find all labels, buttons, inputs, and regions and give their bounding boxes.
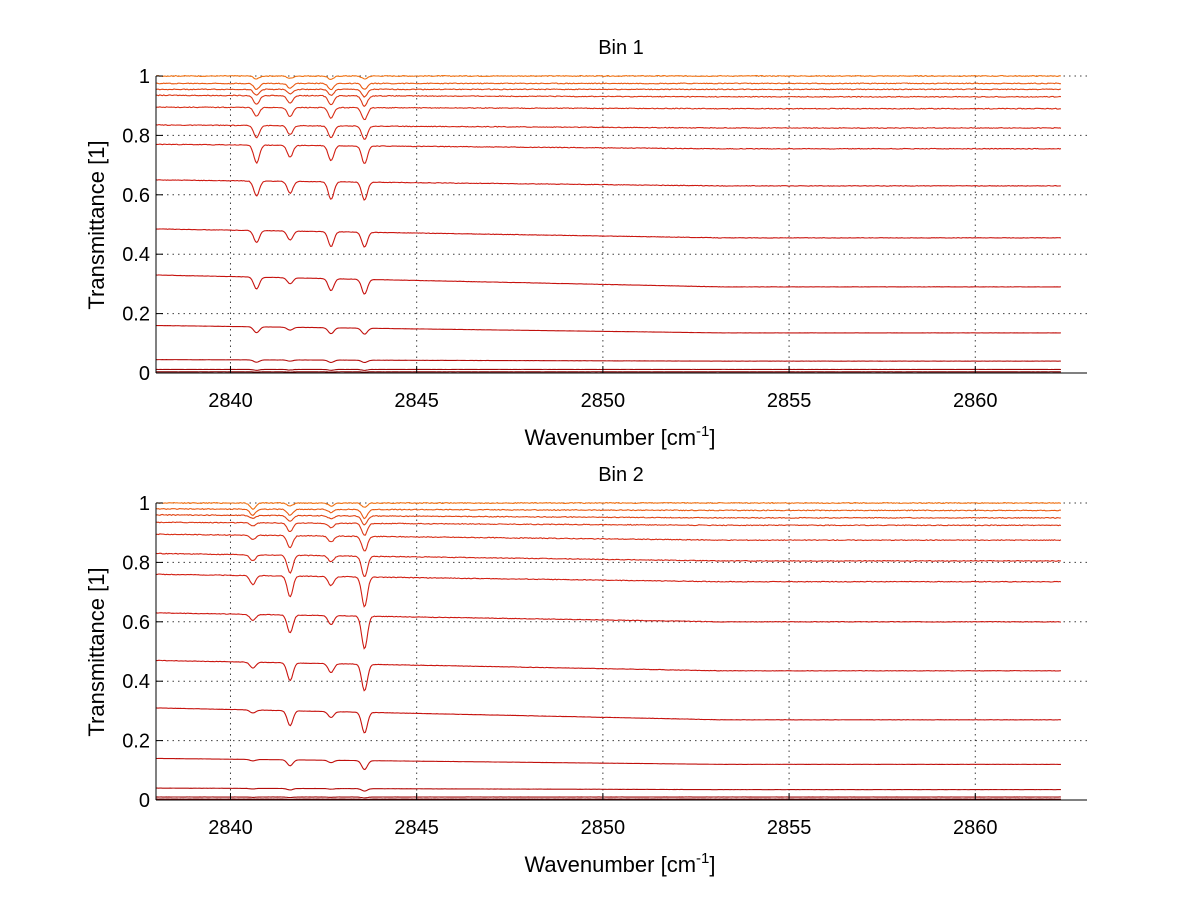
- x-tick-label: 2840: [208, 817, 253, 839]
- y-tick-label: 0.8: [122, 125, 150, 147]
- y-tick-label: 0: [139, 363, 150, 385]
- y-tick-label: 0: [139, 790, 150, 812]
- series-line-10: [155, 707, 1061, 734]
- x-tick-label: 2860: [953, 817, 998, 839]
- plot-area: 2840 2845 2850 2855 2860 0 0.2 0.4 0.6 0.8 1: [122, 66, 1087, 412]
- series-line-8: [155, 179, 1061, 201]
- panel-bin-2: Bin 2 2840 2845 2850 2855 2860 0 0.2 0.4 0.6 0.8 1…: [84, 464, 1087, 877]
- y-tick-label: 0.6: [122, 185, 150, 207]
- x-tick-label: 2845: [394, 390, 439, 412]
- y-tick-label: 1: [139, 66, 150, 88]
- series-group: [155, 501, 1062, 801]
- series-line-4: [155, 94, 1062, 108]
- x-tick-label: 2850: [581, 390, 626, 412]
- y-tick-label: 0.8: [122, 552, 150, 574]
- series-line-9: [155, 659, 1061, 692]
- series-line-13: [155, 796, 1061, 799]
- panel-title: Bin 2: [598, 464, 644, 486]
- y-axis-label: Transmittance [1]: [84, 140, 109, 309]
- series-line-13: [155, 368, 1061, 371]
- series-line-9: [155, 228, 1062, 248]
- panel-title: Bin 1: [598, 37, 644, 59]
- series-line-6: [155, 552, 1062, 578]
- series-line-3: [155, 513, 1061, 526]
- y-tick-label: 0.2: [122, 731, 150, 753]
- series-line-5: [155, 533, 1062, 552]
- series-line-8: [155, 612, 1061, 650]
- series-line-2: [155, 508, 1061, 520]
- series-line-7: [156, 143, 1062, 165]
- series-line-12: [155, 787, 1061, 792]
- series-line-6: [155, 124, 1062, 140]
- x-tick-label: 2845: [394, 817, 439, 839]
- x-axis-label-main: Wavenumber [cm: [524, 425, 696, 450]
- series-line-12: [155, 359, 1061, 364]
- series-line-5: [155, 106, 1061, 121]
- series-line-10: [155, 274, 1062, 295]
- x-axis-label: Wavenumber [cm-1]: [524, 850, 715, 877]
- x-axis-label-tail: ]: [709, 425, 715, 450]
- x-axis-label-main: Wavenumber [cm: [524, 852, 696, 877]
- x-axis-label: Wavenumber [cm-1]: [524, 423, 715, 450]
- y-axis-label: Transmittance [1]: [84, 567, 109, 736]
- series-line-11: [155, 757, 1061, 771]
- y-tick-label: 0.6: [122, 612, 150, 634]
- y-tick-label: 1: [139, 493, 150, 515]
- x-tick-label: 2850: [581, 817, 626, 839]
- y-tick-label: 0.4: [122, 671, 150, 693]
- x-tick-label: 2855: [767, 390, 812, 412]
- series-line-4: [155, 521, 1062, 536]
- series-line-3: [155, 88, 1062, 98]
- series-group: [155, 74, 1062, 373]
- y-tick-label: 0.2: [122, 304, 150, 326]
- x-axis-label-sup: -1: [696, 850, 709, 867]
- x-tick-label: 2840: [208, 390, 253, 412]
- series-line-11: [155, 324, 1061, 335]
- x-axis-label-tail: ]: [709, 852, 715, 877]
- series-line-1: [155, 74, 1062, 80]
- panel-bin-1: Bin 1 2840 2845 2850 2855 2860 0 0.2 0.4 0.6 0.8 1…: [84, 37, 1087, 450]
- x-tick-label: 2855: [767, 817, 812, 839]
- series-line-7: [155, 573, 1062, 608]
- plot-area: 2840 2845 2850 2855 2860 0 0.2 0.4 0.6 0.8 1: [122, 493, 1087, 839]
- x-tick-label: 2860: [953, 390, 998, 412]
- series-line-1: [155, 501, 1062, 510]
- x-axis-label-sup: -1: [696, 423, 709, 440]
- y-tick-label: 0.4: [122, 244, 150, 266]
- series-line-2: [155, 82, 1061, 91]
